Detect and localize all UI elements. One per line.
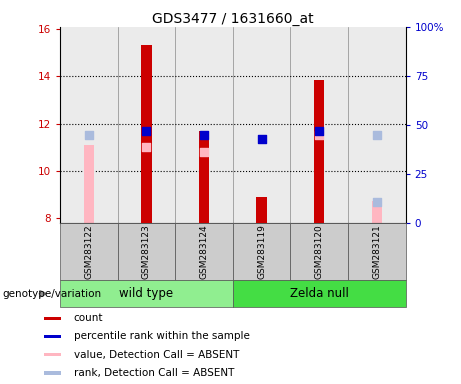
Text: GSM283120: GSM283120 [315, 224, 324, 279]
Text: genotype/variation: genotype/variation [2, 289, 101, 299]
Bar [290, 223, 348, 280]
Text: GSM283123: GSM283123 [142, 224, 151, 279]
Point [200, 149, 207, 155]
Point [373, 199, 381, 205]
Text: wild type: wild type [119, 287, 173, 300]
Bar [44, 353, 61, 356]
Bar [233, 27, 290, 223]
Bar [233, 223, 290, 280]
Point [142, 127, 150, 134]
Point [200, 131, 207, 138]
Bar [60, 280, 233, 307]
Bar [199, 131, 209, 223]
Text: Zelda null: Zelda null [290, 287, 349, 300]
Point [315, 132, 323, 139]
Bar [60, 223, 118, 280]
Bar [290, 27, 348, 223]
Text: percentile rank within the sample: percentile rank within the sample [74, 331, 250, 341]
Text: count: count [74, 313, 103, 323]
Bar [118, 223, 175, 280]
Point [142, 144, 150, 150]
Text: GSM283124: GSM283124 [200, 224, 208, 279]
Bar [314, 80, 325, 223]
Bar [44, 371, 61, 374]
Bar [233, 280, 406, 307]
Title: GDS3477 / 1631660_at: GDS3477 / 1631660_at [152, 12, 313, 26]
Bar [118, 27, 175, 223]
Text: rank, Detection Call = ABSENT: rank, Detection Call = ABSENT [74, 368, 234, 378]
Bar [44, 335, 61, 338]
Text: GSM283121: GSM283121 [372, 224, 381, 279]
Bar [348, 223, 406, 280]
Bar [60, 27, 118, 223]
Text: GSM283122: GSM283122 [84, 224, 93, 279]
Point [85, 131, 92, 138]
Bar [83, 145, 94, 223]
Bar [175, 223, 233, 280]
Point [373, 131, 381, 138]
Point [315, 127, 323, 134]
Bar [372, 202, 382, 223]
Bar [44, 316, 61, 320]
Bar [141, 45, 152, 223]
Text: GSM283119: GSM283119 [257, 224, 266, 279]
Bar [348, 27, 406, 223]
Bar [256, 197, 267, 223]
Bar [175, 27, 233, 223]
Point [258, 136, 266, 142]
Text: value, Detection Call = ABSENT: value, Detection Call = ABSENT [74, 349, 239, 360]
